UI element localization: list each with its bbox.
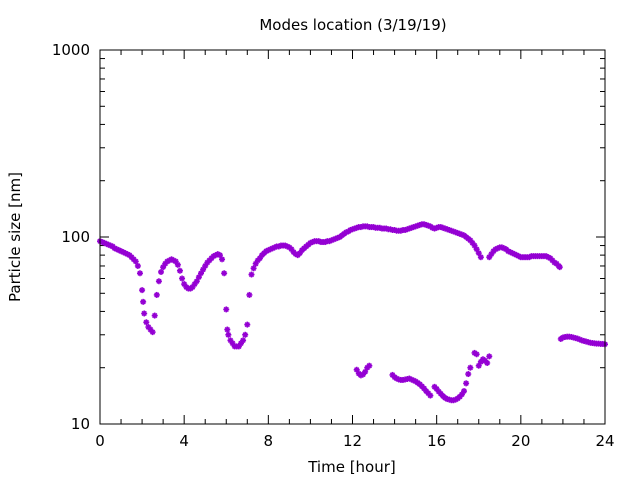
data-point bbox=[153, 291, 160, 298]
data-point bbox=[136, 270, 143, 277]
data-point bbox=[463, 380, 470, 387]
data-point bbox=[200, 266, 207, 273]
axis-ticks bbox=[99, 49, 606, 425]
data-point bbox=[486, 353, 493, 360]
data-points bbox=[97, 221, 608, 404]
data-point bbox=[134, 262, 141, 269]
data-point bbox=[556, 264, 563, 271]
data-point bbox=[484, 359, 491, 366]
data-point bbox=[244, 321, 251, 328]
chart-title: Modes location (3/19/19) bbox=[259, 16, 446, 34]
data-point bbox=[240, 337, 247, 344]
x-tick-label: 16 bbox=[427, 432, 446, 450]
x-axis-label: Time [hour] bbox=[307, 458, 396, 476]
plot-frame bbox=[99, 49, 606, 425]
data-point bbox=[132, 258, 139, 265]
data-point bbox=[143, 319, 150, 326]
data-point bbox=[174, 261, 181, 268]
data-point bbox=[219, 256, 226, 263]
data-point bbox=[248, 271, 255, 278]
data-point bbox=[189, 284, 196, 291]
data-point bbox=[467, 364, 474, 371]
data-point bbox=[221, 270, 228, 277]
data-point bbox=[427, 392, 434, 399]
x-tick-label: 4 bbox=[179, 432, 189, 450]
x-tick-label: 0 bbox=[95, 432, 105, 450]
data-point bbox=[141, 310, 148, 317]
data-point bbox=[176, 267, 183, 274]
data-point bbox=[155, 278, 162, 285]
y-tick-label: 10 bbox=[71, 415, 90, 433]
x-tick-label: 12 bbox=[343, 432, 362, 450]
data-point bbox=[242, 331, 249, 338]
data-point bbox=[158, 268, 165, 275]
x-tick-label: 24 bbox=[595, 432, 614, 450]
data-point bbox=[139, 287, 146, 294]
data-point bbox=[223, 306, 230, 313]
data-point bbox=[225, 331, 232, 338]
axis-tick-labels: 0 4 8 12 16 20 24 10 100 1000 bbox=[52, 41, 615, 450]
x-tick-label: 20 bbox=[511, 432, 530, 450]
data-point bbox=[140, 298, 147, 305]
data-point bbox=[151, 312, 158, 319]
data-point bbox=[477, 254, 484, 261]
data-point bbox=[250, 265, 257, 272]
data-point bbox=[465, 371, 472, 378]
y-tick-label: 1000 bbox=[52, 41, 90, 59]
data-point bbox=[461, 388, 468, 395]
data-point bbox=[473, 351, 480, 358]
y-tick-label: 100 bbox=[61, 228, 90, 246]
data-point bbox=[179, 275, 186, 282]
data-point bbox=[224, 326, 231, 333]
data-point bbox=[366, 362, 373, 369]
x-tick-label: 8 bbox=[264, 432, 274, 450]
data-point bbox=[246, 291, 253, 298]
y-axis-label: Particle size [nm] bbox=[6, 172, 24, 302]
data-point bbox=[149, 329, 156, 336]
